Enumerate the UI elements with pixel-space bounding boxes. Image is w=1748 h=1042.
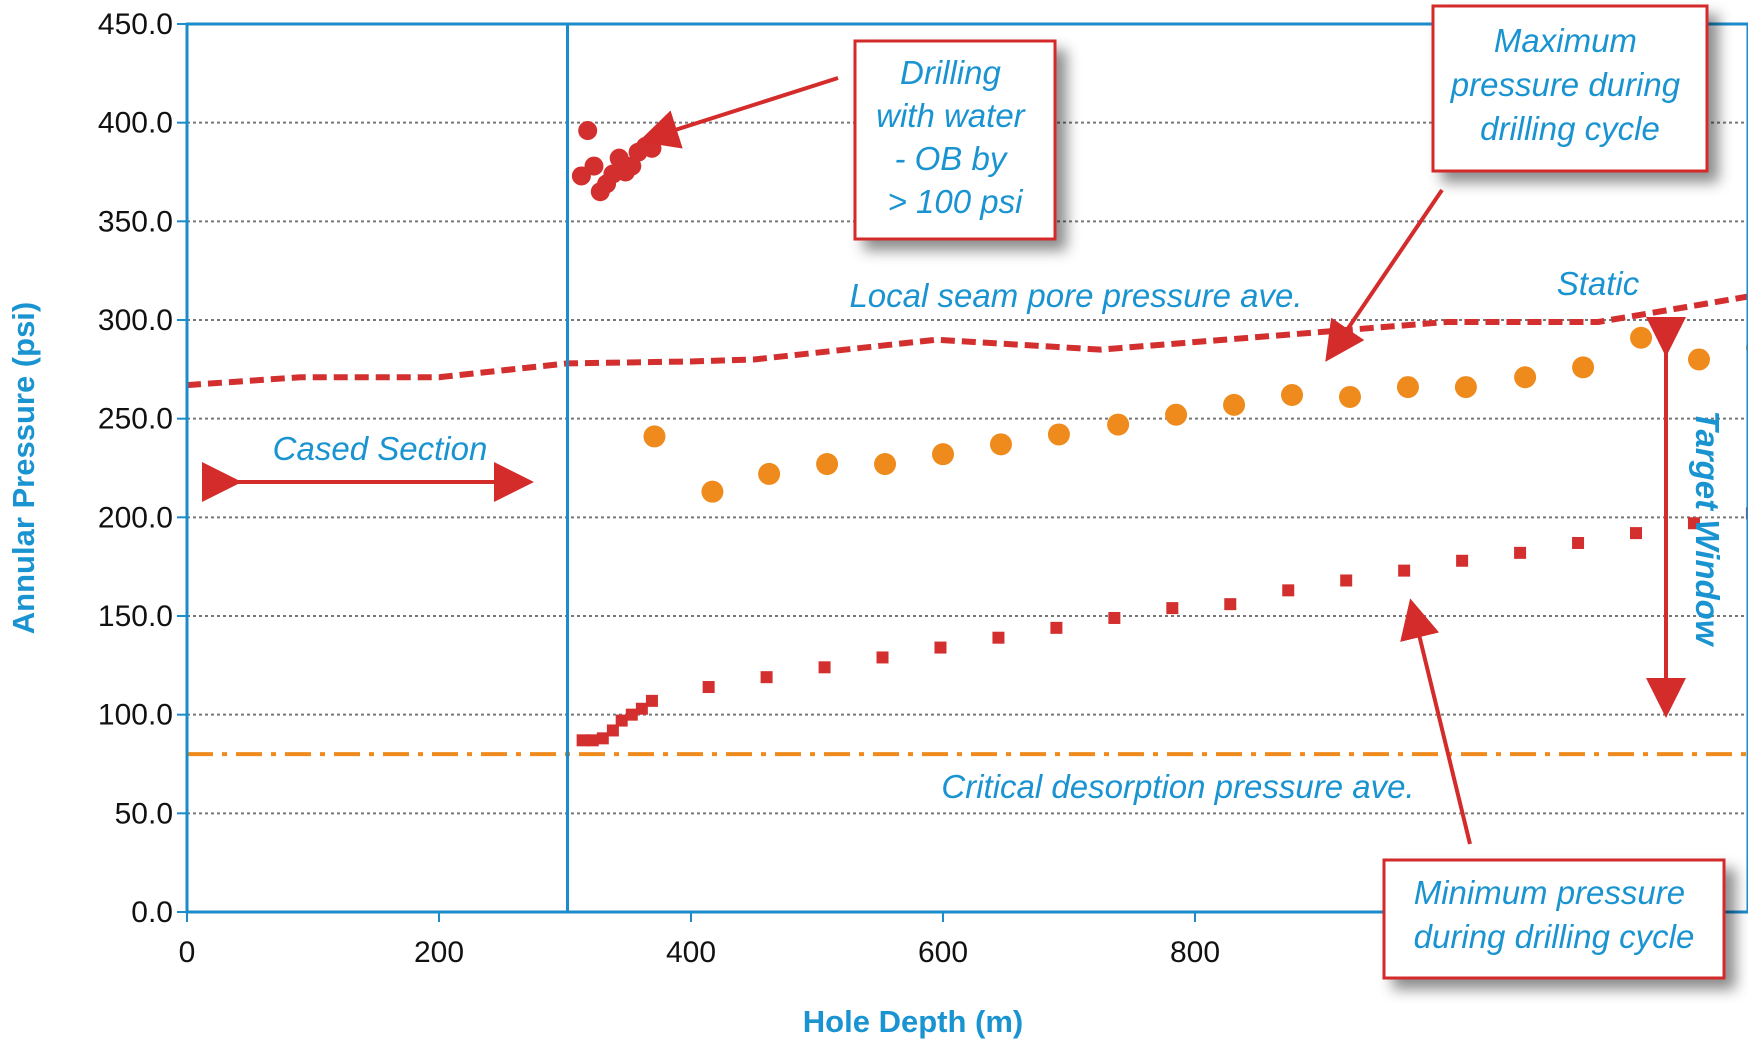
data-point xyxy=(876,651,889,664)
max-pressure-callout: Maximum pressure during drilling cycle xyxy=(1431,4,1709,173)
data-point xyxy=(818,661,831,674)
data-point xyxy=(1165,403,1188,426)
data-point xyxy=(702,681,715,694)
x-tick-label: 400 xyxy=(666,936,716,969)
data-point xyxy=(1454,376,1477,399)
data-point xyxy=(645,694,658,707)
y-tick-label: 250.0 xyxy=(98,403,173,436)
drilling-water-line-4: > 100 psi xyxy=(888,183,1025,220)
min-pressure-line-2: during drilling cycle xyxy=(1414,918,1695,955)
drilling-water-line-2: with water xyxy=(876,97,1027,134)
x-tick-label: 800 xyxy=(1170,936,1220,969)
critical-desorption-label: Critical desorption pressure ave. xyxy=(941,768,1414,805)
y-tick-label: 200.0 xyxy=(98,501,173,534)
y-tick-label: 400.0 xyxy=(98,107,173,140)
y-tick-label: 0.0 xyxy=(131,896,173,929)
static-label: Static xyxy=(1557,265,1640,302)
data-point xyxy=(606,724,619,737)
data-point xyxy=(1107,413,1130,436)
drilling-water-callout: Drilling with water - OB by > 100 psi xyxy=(853,39,1057,241)
data-point xyxy=(932,443,954,466)
data-point xyxy=(625,708,638,721)
cased-section-label: Cased Section xyxy=(273,430,488,467)
x-axis-title: Hole Depth (m) xyxy=(803,1004,1023,1039)
data-point xyxy=(992,631,1005,644)
data-point xyxy=(1340,574,1353,587)
plot-frame xyxy=(185,22,1748,914)
svg-text:Drilling with water: Drilling with water - OB by > 100 psi xyxy=(876,54,1034,220)
drilling-water-line-1: Drilling xyxy=(900,54,1002,91)
max-pressure-arrow xyxy=(1325,188,1444,362)
y-tick-label: 50.0 xyxy=(115,797,173,830)
max-pressure-line-3: drilling cycle xyxy=(1480,110,1660,147)
y-tick-label: 450.0 xyxy=(98,8,173,41)
data-point xyxy=(1396,376,1419,399)
y-tick-label: 100.0 xyxy=(98,699,173,732)
data-point xyxy=(1514,366,1537,389)
drilling-water-line-3: - OB by xyxy=(894,140,1008,177)
local-seam-label: Local seam pore pressure ave. xyxy=(849,277,1302,314)
drilling-water-arrow xyxy=(638,76,839,149)
y-tick-label: 350.0 xyxy=(98,205,173,238)
svg-text:Maximum pressure during: Maximum pressure during drilling cycle xyxy=(1450,22,1689,147)
data-point xyxy=(816,453,839,476)
min-pressure-callout: Minimum pressure during drilling cycle xyxy=(1382,858,1726,980)
data-point xyxy=(701,480,724,503)
data-point xyxy=(642,138,662,158)
data-point xyxy=(1456,554,1469,567)
min-pressure-line-1: Minimum pressure xyxy=(1414,874,1685,911)
data-point xyxy=(1630,326,1653,349)
series-4 xyxy=(571,121,662,202)
data-point xyxy=(1223,393,1246,416)
data-point xyxy=(1050,621,1063,634)
data-point xyxy=(1572,536,1585,549)
data-point xyxy=(615,714,628,727)
data-point xyxy=(1108,611,1121,624)
data-point xyxy=(635,702,648,715)
x-tick-label: 200 xyxy=(414,936,464,969)
data-point xyxy=(1688,348,1710,371)
data-point xyxy=(1630,527,1642,540)
data-point xyxy=(1514,546,1527,559)
x-tick-label: 0 xyxy=(179,936,196,969)
svg-text:Minimum pressure during: Minimum pressure during drilling cycle xyxy=(1414,874,1695,955)
data-point xyxy=(643,425,666,448)
min-pressure-arrow xyxy=(1400,598,1472,845)
y-tick-labels: 0.0 50.0 100.0 150.0 200.0 250.0 300.0 350.0 400… xyxy=(98,8,173,929)
y-tick-label: 150.0 xyxy=(98,600,173,633)
data-point xyxy=(1338,385,1361,408)
data-point xyxy=(934,641,947,654)
data-point xyxy=(576,734,589,747)
pore-pressure-line xyxy=(186,293,1748,389)
data-point xyxy=(1282,584,1295,597)
data-point xyxy=(1281,383,1304,406)
target-window-label: Target Window xyxy=(1689,411,1726,648)
max-pressure-line-1: Maximum xyxy=(1494,22,1637,59)
series-2 xyxy=(643,326,1748,503)
data-point xyxy=(758,462,781,485)
series-3 xyxy=(576,507,1748,747)
y-axis-title: Annular Pressure (psi) xyxy=(6,302,41,634)
data-point xyxy=(1398,564,1411,577)
data-point xyxy=(760,671,773,684)
data-point xyxy=(578,121,598,141)
data-point xyxy=(584,156,604,176)
y-tick-label: 300.0 xyxy=(98,304,173,337)
data-point xyxy=(1224,598,1237,611)
max-pressure-line-2: pressure during xyxy=(1450,66,1681,103)
data-point xyxy=(874,453,897,476)
x-tick-labels: 02004006008001000 xyxy=(179,936,1481,969)
data-point xyxy=(989,433,1012,456)
data-point xyxy=(1687,517,1700,530)
data-point xyxy=(586,734,599,747)
data-point xyxy=(1166,602,1179,615)
data-point xyxy=(1047,423,1070,446)
data-point xyxy=(1572,356,1595,379)
series-0 xyxy=(186,293,1748,389)
x-tick-label: 600 xyxy=(918,936,968,969)
data-point xyxy=(596,732,609,745)
